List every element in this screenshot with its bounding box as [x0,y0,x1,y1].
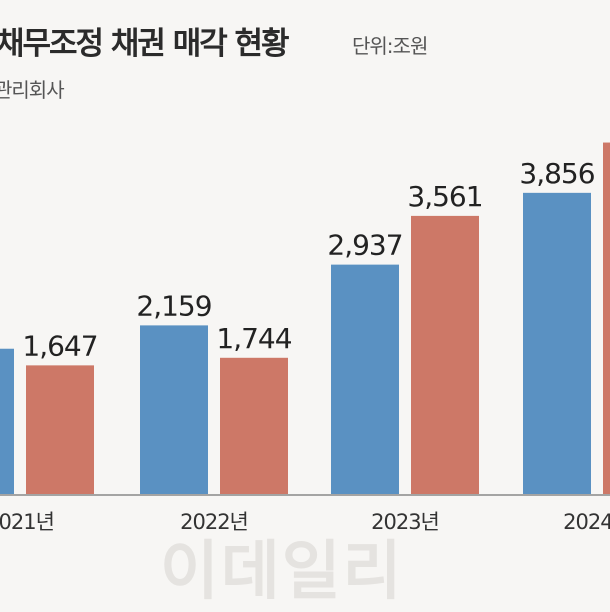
bar-2021년-s2 [26,365,94,494]
bar-2021년-s1 [0,348,14,494]
bar-2022년-s2 [220,357,288,494]
legend-source-text: 관리회사 [0,78,65,102]
unit-label: 단위:조원 [352,34,428,58]
data-label: 1,647 [22,329,97,362]
x-tick-label: 2022년 [180,510,248,534]
x-tick-label: 2023년 [371,510,439,534]
data-label: 3,561 [407,180,482,213]
bar-2022년-s1 [140,325,208,494]
data-label: 2,159 [136,289,211,322]
x-tick-label: 2024년 [563,510,610,534]
data-label: 3,856 [519,157,594,190]
data-label: 2,937 [327,229,402,262]
bar-2024년-s1 [523,192,591,494]
bar-2024년-s2 [603,142,610,495]
chart-title: 채무조정 채권 매각 현황 [0,26,290,62]
bar-2023년-s2 [411,215,479,494]
bar-2023년-s1 [331,264,399,494]
watermark: 이데일리 [160,535,404,609]
x-tick-label: 2021년 [0,510,54,534]
data-label: 1,744 [216,322,291,355]
